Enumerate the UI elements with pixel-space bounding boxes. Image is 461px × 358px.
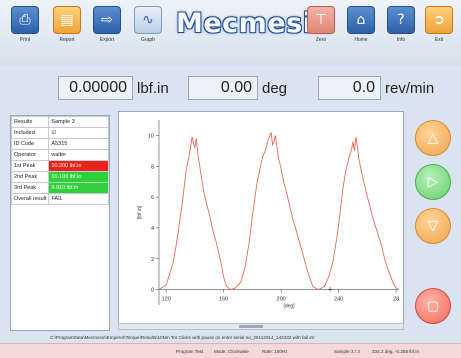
table-row: 3rd Peak 9.910 lbf.in [10,182,109,194]
y-tick-label: 6 [151,195,154,201]
chart-svg: 0 2 4 6 8 10 120 160 200 240 28 [deg] [lbf.in] + [137,120,400,310]
row-value-pass: 9.910 lbf.in [48,182,109,194]
arrow-up-icon: △ [427,130,439,146]
graph-label: Graph [141,37,155,43]
y-tick-label: 0 [151,288,154,294]
x-tick-label: 120 [162,297,171,303]
exit-button[interactable]: ➲ Exit [422,6,456,54]
scrollbar-thumb[interactable] [239,325,263,328]
table-row: Operator walter [10,149,109,161]
row-key: Overall result [10,193,50,205]
cursor-marker: + [327,286,333,294]
zero-button[interactable]: ⊤ Zero [304,6,338,54]
table-row: Overall result FAIL [10,193,109,205]
play-button[interactable]: ▷ [415,164,451,200]
table-row[interactable]: Included ☑ [10,127,109,139]
row-key: 1st Peak [10,160,50,172]
row-value-pass: 10.100 lbf.in [48,171,109,183]
help-icon: ? [387,6,415,34]
graph-button[interactable]: ∿ Graph [131,6,165,54]
row-key: 3rd Peak [10,182,50,194]
row-value: walter [48,149,109,161]
table-row: 1st Peak 10.200 lbf.in [10,160,109,172]
play-icon: ▷ [427,174,439,190]
graph-icon: ∿ [134,6,162,34]
x-tick-label: 160 [219,297,228,303]
home-icon: ⌂ [347,6,375,34]
row-key: 2nd Peak [10,171,50,183]
export-button[interactable]: ⇨ Export [90,6,124,54]
results-table: Results Sample 3 Included ☑ ID Code A531… [10,115,110,331]
exit-label: Exit [434,37,444,43]
zero-label: Zero [315,37,327,43]
table-row: ID Code A5315 [10,138,109,150]
export-icon: ⇨ [93,6,121,34]
toolbar: ⎙ Print ▤ Report ⇨ Export ∿ Graph Mecmes… [0,0,461,66]
results-header-key: Results [10,116,50,128]
speed-readout: 0.0 [318,76,381,100]
torque-unit: lbf.in [137,80,169,97]
stop-button[interactable]: ▢ [415,288,451,324]
status-program: Program Test [176,349,204,354]
table-row: 2nd Peak 10.100 lbf.in [10,171,109,183]
y-axis-label: [lbf.in] [137,205,143,219]
exit-icon: ➲ [425,6,453,34]
results-header-value: Sample 3 [48,116,109,128]
y-tick-label: 8 [151,164,154,170]
row-value: A5315 [48,138,109,150]
status-mode: Mode: Clockwise [214,349,249,354]
x-tick-label: 200 [277,297,286,303]
row-value-fail: 10.200 lbf.in [48,160,109,172]
status-sample: Sample 3 / 3 [334,349,360,354]
x-tick-label: 28 [393,297,399,303]
info-button[interactable]: ? Info [384,6,418,54]
x-tick-label: 240 [334,297,343,303]
print-button[interactable]: ⎙ Print [8,6,42,54]
status-rate: Rate: 100Hz [262,349,288,354]
torque-angle-graph[interactable]: 0 2 4 6 8 10 120 160 200 240 28 [deg] [lbf.in] + [118,111,404,329]
angle-readout: 0.00 [188,76,258,100]
included-checkbox[interactable]: ☑ [48,127,109,139]
brand-logo: Mecmesin [176,8,333,39]
home-button[interactable]: ⌂ Home [344,6,378,54]
stop-icon: ▢ [426,298,440,314]
row-key: Included [10,127,50,139]
print-label: Print [19,37,31,43]
row-value: FAIL [48,193,109,205]
down-button[interactable]: ▽ [415,208,451,244]
live-readouts: 0.00000 lbf.in 0.00 deg 0.0 rev/min [0,70,461,104]
y-tick-label: 4 [151,226,154,232]
graph-horizontal-scrollbar[interactable] [118,323,404,330]
row-key: Operator [10,149,50,161]
printer-icon: ⎙ [11,6,39,34]
info-label: Info [396,37,406,43]
x-axis-label: [deg] [283,304,295,310]
report-icon: ▤ [53,6,81,34]
report-label: Report [59,37,75,43]
row-key: ID Code [10,138,50,150]
home-label: Home [354,37,368,43]
report-button[interactable]: ▤ Report [50,6,84,54]
arrow-down-icon: ▽ [427,218,439,234]
y-tick-label: 2 [151,257,154,263]
file-path: C:\ProgramData\Mecmesin\Emperor\Torque\R… [50,335,315,340]
up-button[interactable]: △ [415,120,451,156]
torque-readout: 0.00000 [58,76,133,100]
zero-icon: ⊤ [307,6,335,34]
export-label: Export [99,37,115,43]
results-header-row: Results Sample 3 [10,116,109,128]
speed-unit: rev/min [385,80,435,97]
y-tick-label: 10 [148,133,154,139]
status-bar: Program Test Mode: Clockwise Rate: 100Hz… [0,343,461,358]
status-position: 234.2 deg, -0.255 lbf.in [372,349,419,354]
angle-unit: deg [262,80,288,97]
series-line-0 [158,132,400,291]
